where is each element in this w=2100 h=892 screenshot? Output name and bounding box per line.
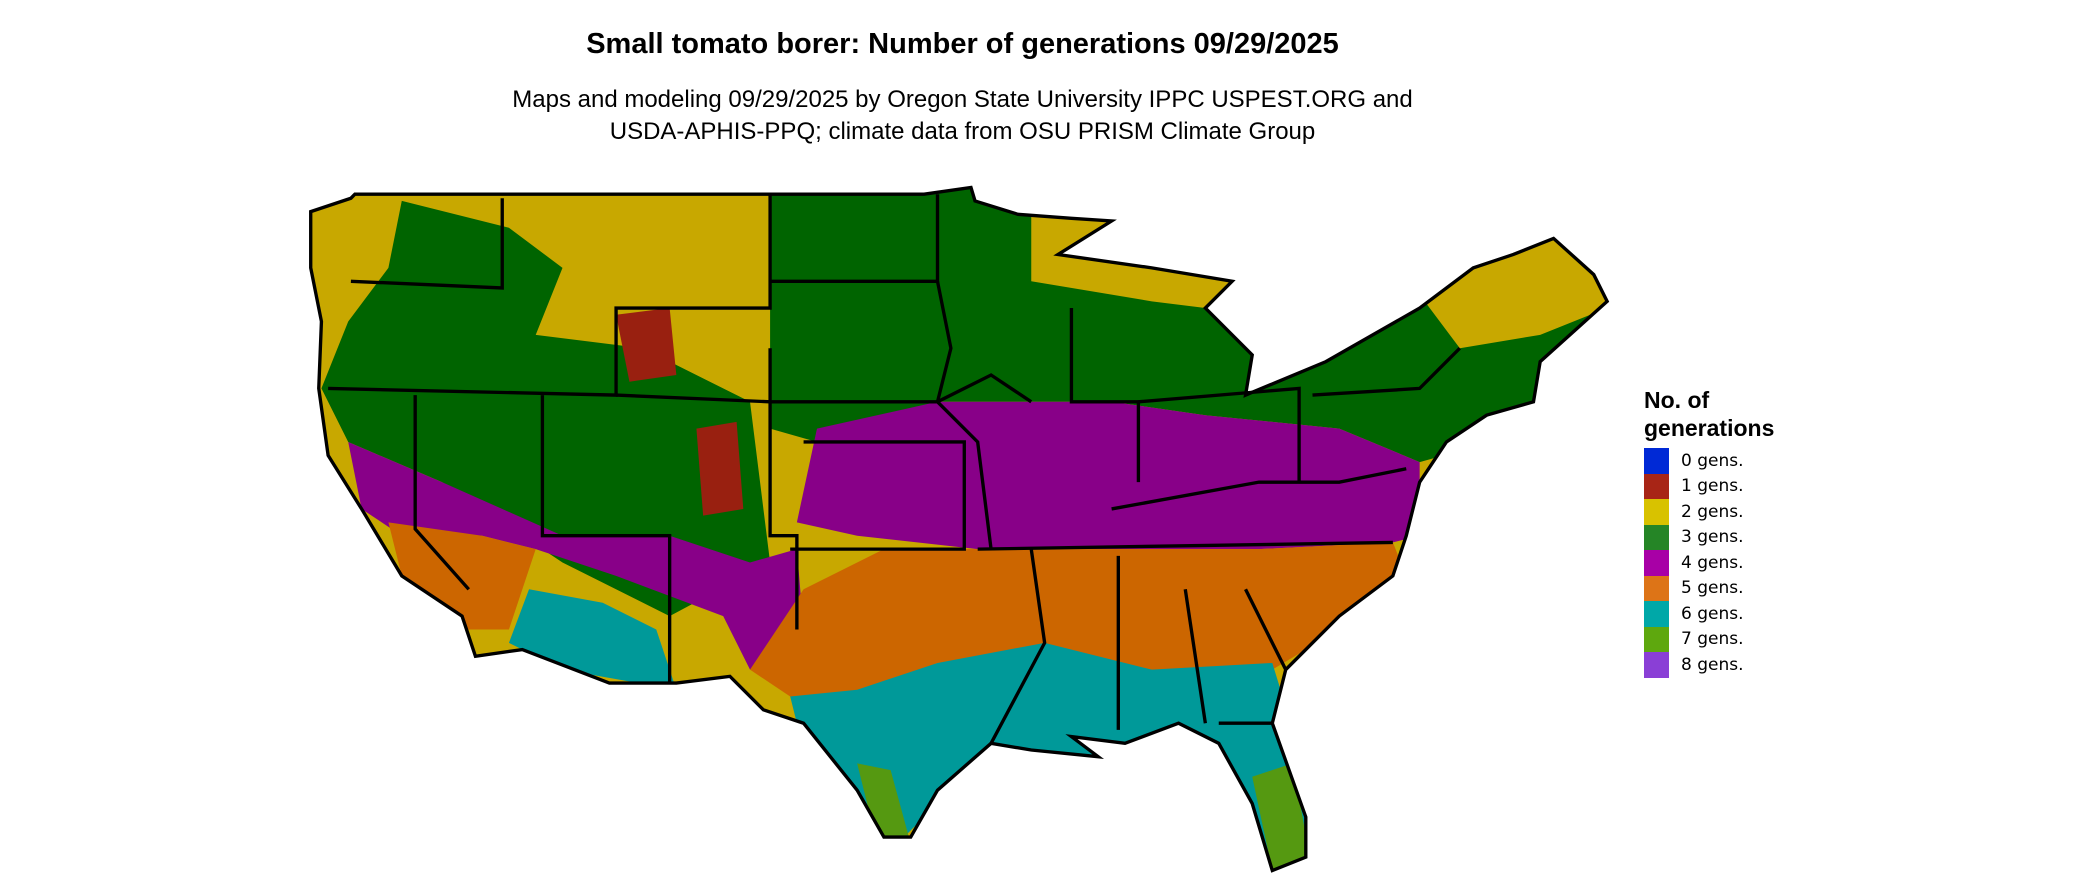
subtitle-line-2: USDA-APHIS-PPQ; climate data from OSU PR… <box>609 118 1316 145</box>
zone-4-gens-west <box>348 441 804 670</box>
legend-label: 8 gens. <box>1681 654 1744 675</box>
legend-item: 8 gens. <box>1644 652 1774 678</box>
legend-swatch <box>1644 550 1669 576</box>
legend-item: 5 gens. <box>1644 575 1774 601</box>
legend: No. of generations 0 gens. 1 gens. 2 gens.… <box>1644 386 1774 678</box>
zone-4-gens-central <box>796 401 1420 550</box>
zone-3-gens-east <box>770 187 1608 463</box>
zone-5-gens <box>750 542 1407 697</box>
legend-swatch <box>1644 499 1669 525</box>
legend-item: 1 gens. <box>1644 473 1774 499</box>
legend-label: 3 gens. <box>1681 527 1744 548</box>
legend-label: 2 gens. <box>1681 501 1744 522</box>
legend-item: 7 gens. <box>1644 626 1774 652</box>
state-borders <box>309 185 1609 873</box>
legend-swatch <box>1644 601 1669 627</box>
zone-1-gens <box>616 308 677 382</box>
legend-swatch <box>1644 626 1669 652</box>
legend-label: 0 gens. <box>1681 450 1744 471</box>
zone-1-gens-2 <box>696 421 744 516</box>
legend-label: 5 gens. <box>1681 578 1744 599</box>
legend-item: 6 gens. <box>1644 601 1774 627</box>
legend-label: 1 gens. <box>1681 476 1744 497</box>
zone-3-gens-west <box>321 200 771 617</box>
legend-item: 3 gens. <box>1644 524 1774 550</box>
subtitle-line-1: Maps and modeling 09/29/2025 by Oregon S… <box>512 86 1413 113</box>
zone-6-gens-az <box>508 589 677 690</box>
map-subtitle: Maps and modeling 09/29/2025 by Oregon S… <box>0 84 1925 148</box>
legend-title-line-1: No. of <box>1644 387 1710 413</box>
zone-5-gens-ca <box>388 522 536 630</box>
map-title: Small tomato borer: Number of generation… <box>586 28 1339 60</box>
legend-title: No. of generations <box>1644 386 1774 442</box>
legend-swatch <box>1644 652 1669 678</box>
generation-zones <box>310 187 1608 871</box>
legend-label: 6 gens. <box>1681 603 1744 624</box>
zone-6-gens-gulf <box>790 642 1313 871</box>
legend-item: 2 gens. <box>1644 499 1774 525</box>
legend-label: 4 gens. <box>1681 552 1744 573</box>
legend-swatch <box>1644 473 1669 499</box>
legend-label: 7 gens. <box>1681 629 1744 650</box>
legend-item: 4 gens. <box>1644 550 1774 576</box>
legend-item: 0 gens. <box>1644 448 1774 474</box>
legend-swatch <box>1644 524 1669 550</box>
zone-7-gens-tx <box>857 763 911 844</box>
legend-swatch <box>1644 575 1669 601</box>
legend-title-line-2: generations <box>1644 415 1775 441</box>
legend-swatch <box>1644 448 1669 474</box>
